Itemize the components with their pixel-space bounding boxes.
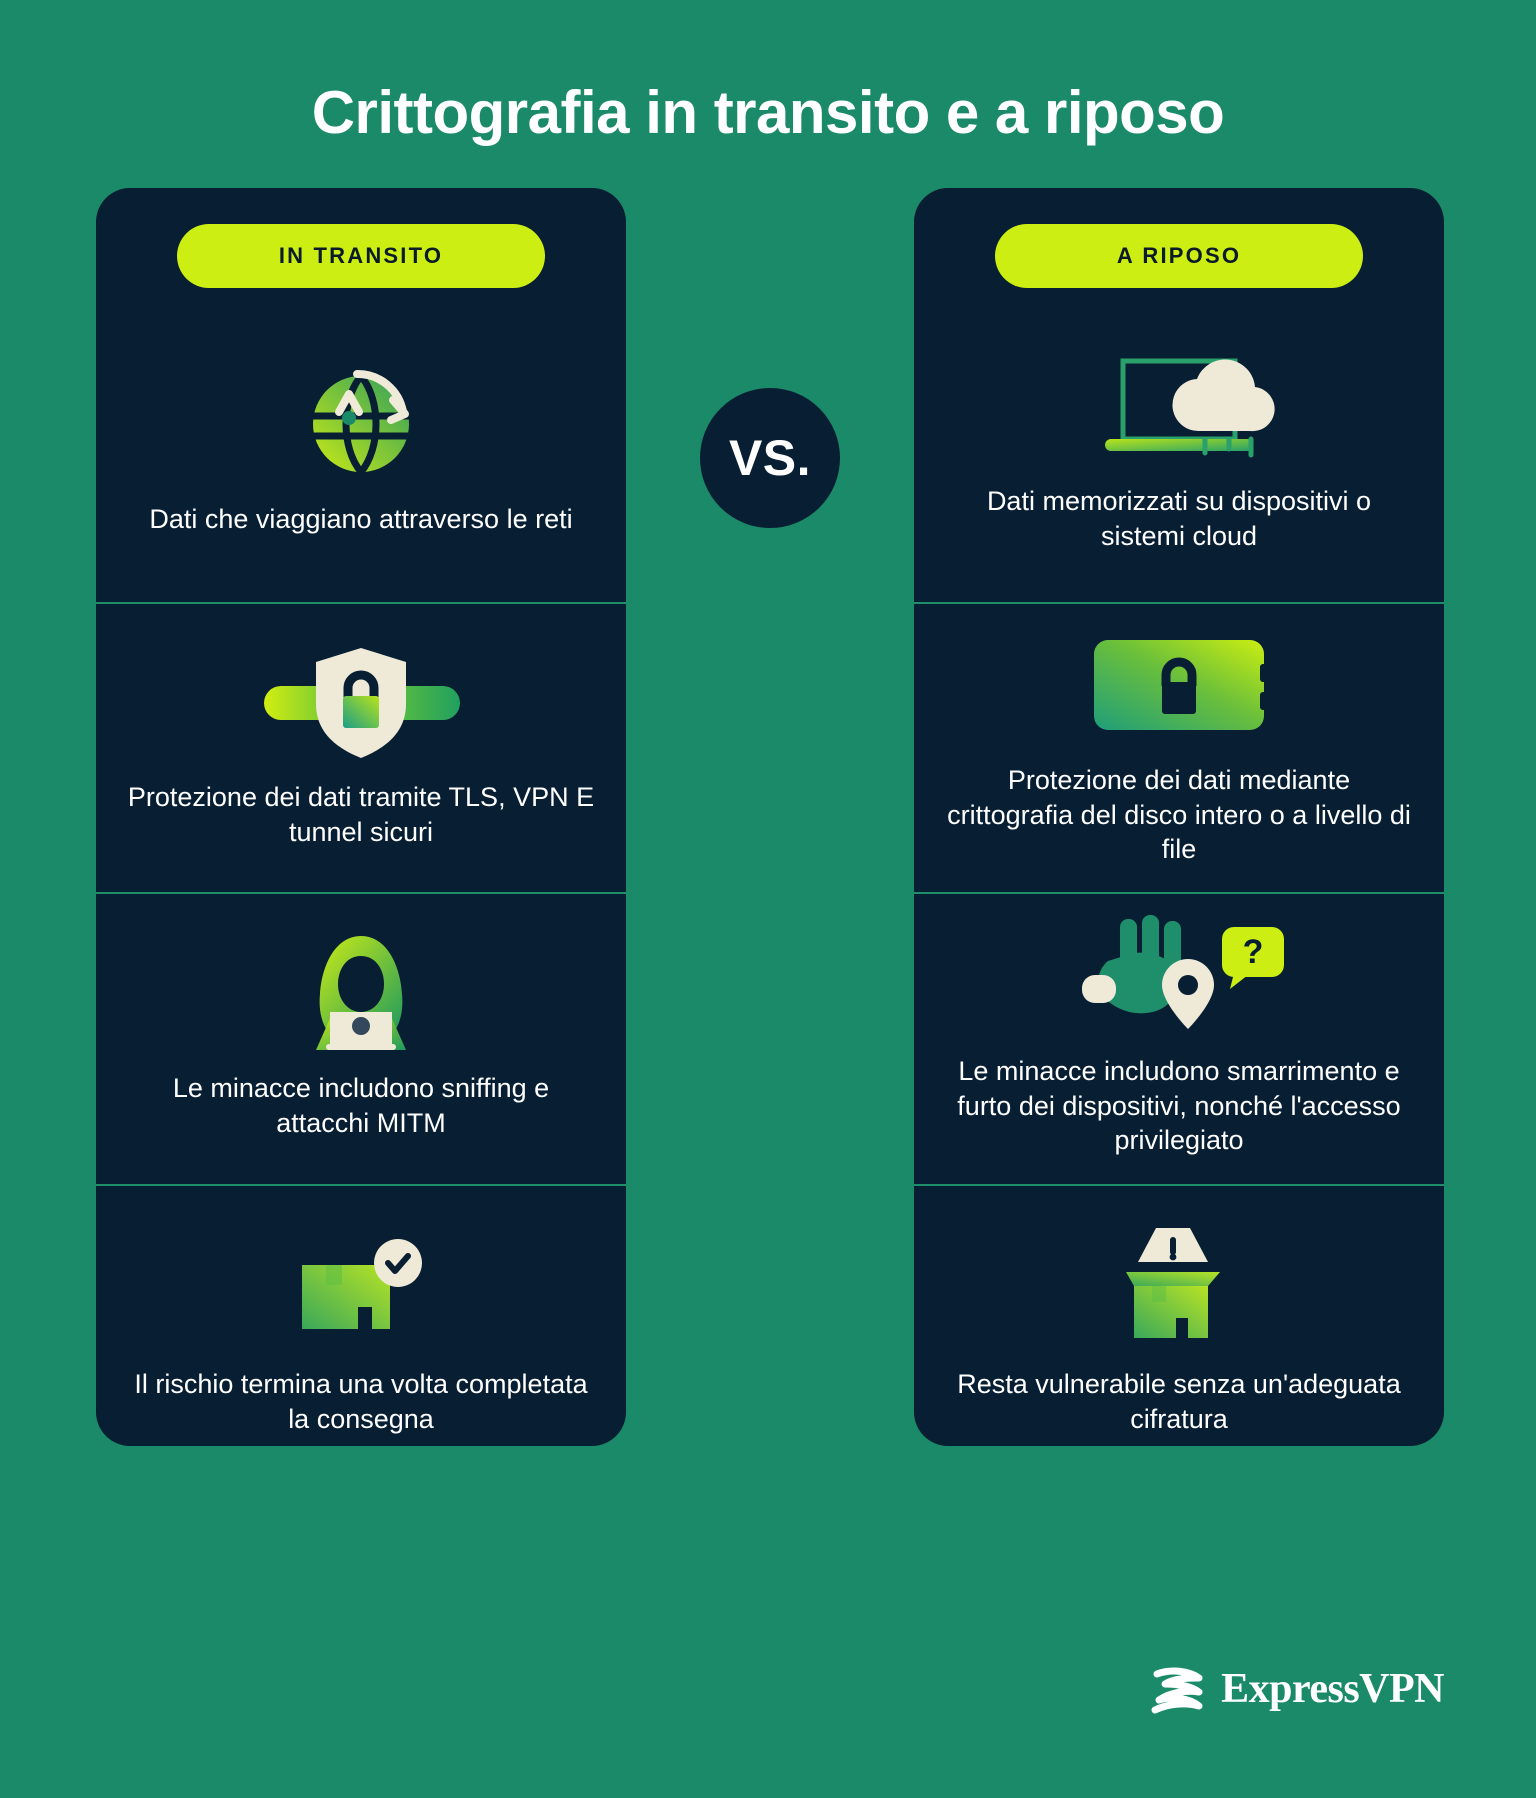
column-a-riposo: A RIPOSO bbox=[914, 188, 1444, 1446]
comparison-board: IN TRANSITO bbox=[96, 188, 1444, 1446]
rows-left: Dati che viaggiano attraverso le reti bbox=[96, 300, 626, 1484]
brand-name: ExpressVPN bbox=[1221, 1666, 1444, 1712]
brand-logo: ExpressVPN bbox=[1147, 1658, 1444, 1720]
open-box-warning-icon bbox=[1104, 1225, 1254, 1353]
shield-lock-icon bbox=[236, 638, 486, 766]
column-header-in-transito: IN TRANSITO bbox=[177, 224, 545, 288]
row-right-1: Dati memorizzati su dispositivi o sistem… bbox=[914, 300, 1444, 602]
hand-stealing-device-icon: ? bbox=[1064, 912, 1294, 1040]
drive-lock-icon bbox=[1084, 621, 1274, 749]
row-left-4: Il rischio termina una volta completata … bbox=[96, 1184, 626, 1484]
caption-left-2: Protezione dei dati tramite TLS, VPN E t… bbox=[127, 782, 595, 847]
caption-right-1: Dati memorizzati su dispositivi o sistem… bbox=[986, 486, 1372, 551]
row-left-2: Protezione dei dati tramite TLS, VPN E t… bbox=[96, 602, 626, 892]
vs-badge: VS. bbox=[696, 384, 844, 532]
column-header-wrap-left: IN TRANSITO bbox=[96, 188, 626, 300]
hacker-laptop-icon bbox=[286, 929, 436, 1057]
caption-right-3: Le minacce includono smarrimento e furto… bbox=[957, 1056, 1401, 1156]
caption-left-4: Il rischio termina una volta completata … bbox=[134, 1369, 588, 1434]
expressvpn-mark-icon bbox=[1151, 1667, 1203, 1714]
caption-right-2: Protezione dei dati mediante crittografi… bbox=[947, 765, 1411, 865]
row-left-3: Le minacce includono sniffing e attacchi… bbox=[96, 892, 626, 1184]
page-title: Crittografia in transito e a riposo bbox=[311, 79, 1225, 146]
row-right-2: Protezione dei dati mediante crittografi… bbox=[914, 602, 1444, 892]
row-right-4: Resta vulnerabile senza un'adeguata cifr… bbox=[914, 1184, 1444, 1484]
row-left-1: Dati che viaggiano attraverso le reti bbox=[96, 300, 626, 602]
row-right-3: ? Le minacce includono smarrimento e fur… bbox=[914, 892, 1444, 1184]
column-header-wrap-right: A RIPOSO bbox=[914, 188, 1444, 300]
caption-left-3: Le minacce includono sniffing e attacchi… bbox=[172, 1073, 550, 1138]
column-header-a-riposo: A RIPOSO bbox=[995, 224, 1363, 288]
rows-right: Dati memorizzati su dispositivi o sistem… bbox=[914, 300, 1444, 1484]
package-check-icon bbox=[286, 1225, 436, 1353]
laptop-cloud-icon bbox=[1079, 342, 1279, 470]
caption-right-4: Resta vulnerabile senza un'adeguata cifr… bbox=[957, 1369, 1401, 1434]
caption-left-1: Dati che viaggiano attraverso le reti bbox=[149, 503, 573, 534]
svg-text:?: ? bbox=[1243, 933, 1264, 971]
column-in-transito: IN TRANSITO bbox=[96, 188, 626, 1446]
globe-network-icon bbox=[297, 360, 425, 488]
